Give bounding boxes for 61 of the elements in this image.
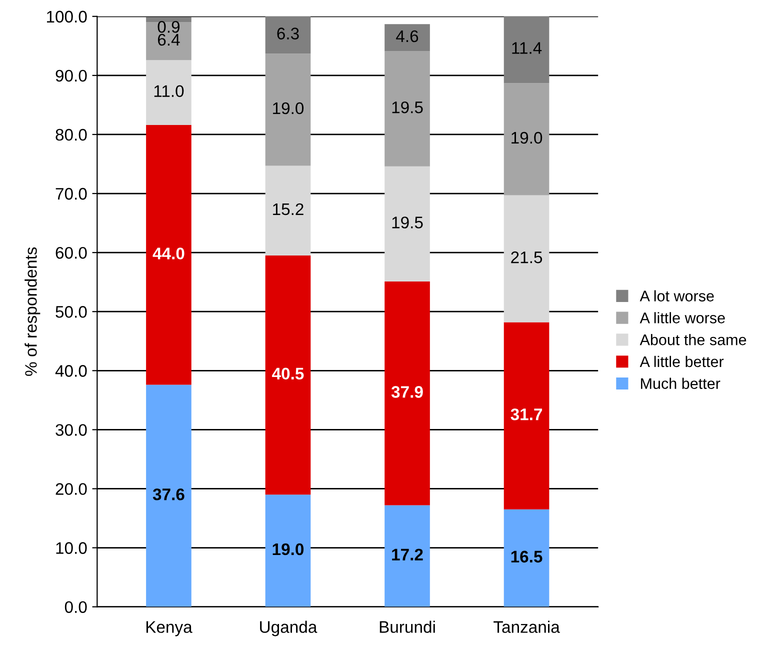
- data-label: 19.5: [392, 216, 423, 228]
- bar: [504, 322, 550, 510]
- bar: [265, 166, 311, 256]
- data-label: 40.5: [272, 368, 304, 380]
- legend-label: A lot worse: [640, 290, 714, 302]
- y-tick-label: 0.0: [64, 601, 87, 614]
- data-label: 19.0: [512, 132, 542, 144]
- legend-label: Much better: [641, 378, 720, 389]
- data-label: 19.5: [392, 101, 423, 114]
- data-label: 16.5: [511, 550, 542, 563]
- data-label: 21.5: [511, 251, 542, 264]
- data-label: 37.9: [391, 386, 423, 398]
- x-tick-label: Tanzania: [494, 620, 560, 633]
- bar: [146, 384, 192, 607]
- y-tick-label: 10.0: [56, 542, 87, 554]
- y-axis-title: % of respondents: [24, 247, 40, 376]
- data-label: 19.0: [273, 102, 304, 114]
- data-label: 4.6: [396, 30, 418, 42]
- bar: [504, 83, 550, 196]
- data-label: 19.0: [272, 543, 304, 556]
- bar: [265, 494, 311, 607]
- data-label: 0.9: [158, 20, 180, 33]
- y-tick-label: 100.0: [47, 10, 87, 23]
- data-label: 17.2: [392, 548, 423, 560]
- data-label: 44.0: [152, 248, 184, 260]
- data-label: 31.7: [510, 408, 542, 420]
- y-tick-label: 30.0: [56, 424, 87, 436]
- x-tick-label: Burundi: [380, 620, 435, 633]
- y-tick-label: 70.0: [56, 188, 87, 200]
- bar: [384, 51, 430, 166]
- y-tick-label: 90.0: [56, 70, 87, 82]
- bar: [384, 281, 430, 506]
- bar: [265, 54, 311, 166]
- bar: [384, 166, 430, 282]
- legend-label: A little worse: [640, 312, 725, 324]
- bar: [265, 16, 311, 54]
- bar: [146, 60, 192, 126]
- bar: [146, 22, 192, 60]
- x-tick-label: Kenya: [146, 621, 192, 636]
- data-label: 37.6: [152, 488, 184, 500]
- legend-label: About the same: [640, 334, 746, 346]
- bar: [265, 256, 311, 495]
- x-tick-label: Uganda: [260, 620, 318, 636]
- bar: [504, 16, 550, 84]
- data-label: 6.3: [277, 28, 299, 40]
- bar: [146, 16, 192, 22]
- bar: [504, 509, 550, 607]
- data-label: 11.0: [154, 85, 184, 98]
- bar: [146, 125, 192, 385]
- legend-label: A little better: [640, 356, 724, 368]
- y-tick-label: 60.0: [56, 246, 87, 259]
- y-tick-label: 20.0: [56, 483, 87, 495]
- y-tick-label: 50.0: [56, 306, 87, 318]
- bar: [384, 505, 430, 607]
- data-label: 11.4: [512, 42, 542, 54]
- data-label: 15.2: [273, 203, 304, 216]
- data-label: 6.4: [158, 34, 180, 46]
- y-tick-label: 40.0: [55, 365, 87, 377]
- bar: [384, 24, 430, 52]
- bar: [504, 195, 550, 322]
- y-tick-label: 80.0: [56, 128, 87, 141]
